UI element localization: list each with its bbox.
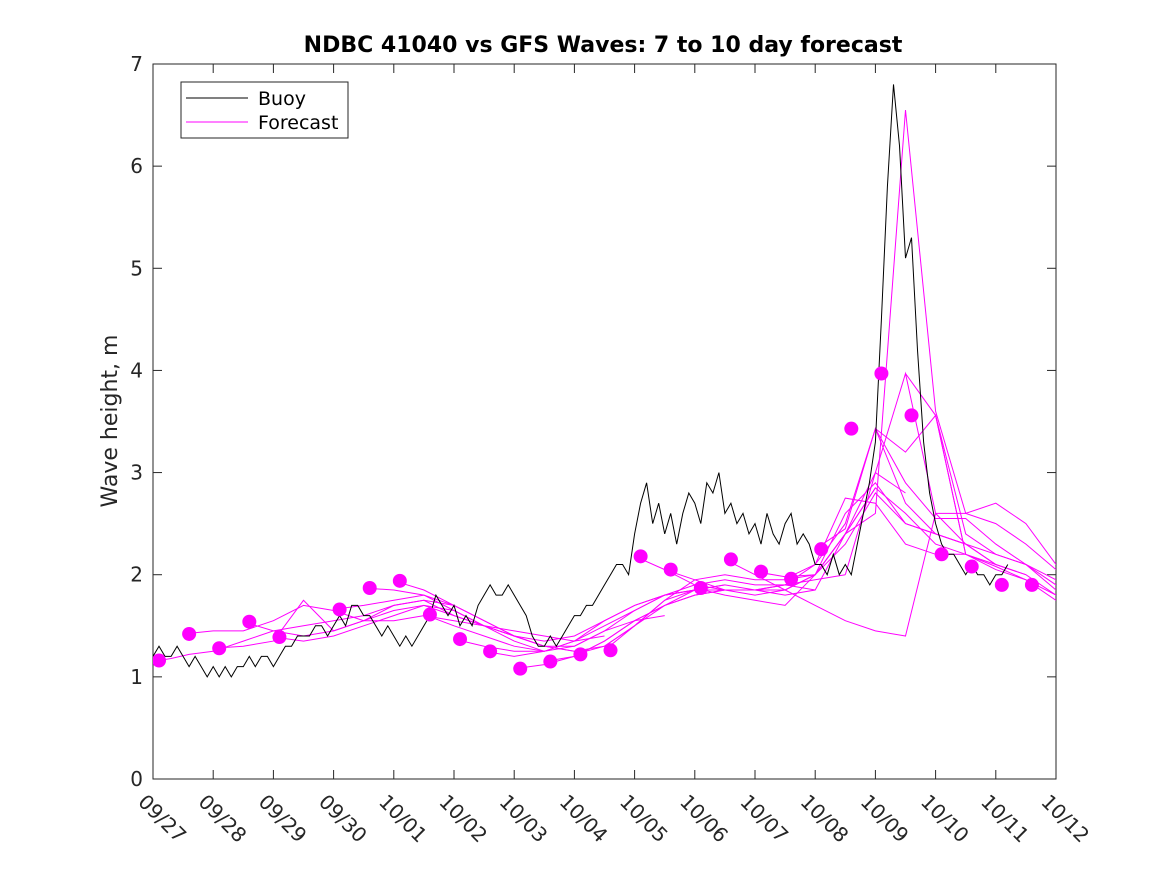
forecast-marker — [543, 654, 558, 669]
chart-title: NDBC 41040 vs GFS Waves: 7 to 10 day for… — [304, 33, 903, 58]
legend-buoy-label: Buoy — [258, 88, 306, 110]
forecast-marker — [272, 630, 287, 645]
forecast-marker — [723, 552, 738, 567]
forecast-marker — [212, 641, 227, 656]
forecast-marker — [362, 580, 377, 595]
forecast-marker — [392, 573, 407, 588]
y-tick-label: 5 — [130, 256, 143, 280]
forecast-marker — [513, 661, 528, 676]
y-tick-label: 7 — [130, 52, 143, 76]
series-group — [153, 84, 1056, 678]
forecast-marker — [874, 366, 889, 381]
forecast-marker — [844, 421, 859, 436]
y-tick-label: 1 — [130, 665, 143, 689]
forecast-marker — [153, 653, 167, 668]
forecast-marker — [994, 577, 1009, 592]
y-tick-label: 2 — [130, 563, 143, 587]
forecast-run-line — [574, 471, 906, 655]
forecast-run-line — [664, 487, 996, 596]
forecast-run-line — [634, 497, 966, 591]
forecast-marker — [603, 643, 618, 658]
legend-box — [180, 81, 349, 139]
forecast-marker — [663, 562, 678, 577]
forecast-marker — [182, 626, 197, 641]
forecast-marker — [814, 542, 829, 557]
y-axis-label: Wave height, m — [98, 335, 123, 508]
forecast-marker — [693, 580, 708, 595]
forecast-marker — [934, 547, 949, 562]
forecast-run-line — [724, 512, 1056, 637]
forecast-marker — [1024, 577, 1039, 592]
forecast-marker — [242, 614, 257, 629]
forecast-run-line — [453, 589, 786, 652]
forecast-run-line — [604, 482, 936, 651]
forecast-marker — [573, 647, 588, 662]
forecast-marker — [422, 607, 437, 622]
forecast-marker — [754, 564, 769, 579]
y-tick-label: 3 — [130, 461, 143, 485]
y-tick-label: 4 — [130, 358, 143, 382]
axes-box — [152, 63, 1057, 780]
forecast-marker — [332, 602, 347, 617]
forecast-marker — [453, 632, 468, 647]
buoy-series-line — [153, 84, 1009, 678]
y-tick-label: 0 — [130, 767, 143, 791]
forecast-marker — [964, 559, 979, 574]
legend: Buoy Forecast — [180, 81, 349, 139]
forecast-run-line — [213, 599, 545, 652]
forecast-run-line — [754, 109, 1056, 578]
y-tick-label: 6 — [130, 154, 143, 178]
forecast-run-line — [905, 373, 1056, 586]
forecast-marker — [904, 408, 919, 423]
legend-forecast-label: Forecast — [258, 112, 338, 134]
forecast-run-line — [484, 579, 816, 657]
forecast-marker — [483, 644, 498, 659]
forecast-marker — [633, 549, 648, 564]
forecast-run-line — [844, 371, 1056, 596]
forecast-marker — [784, 571, 799, 586]
forecast-run-line — [784, 427, 1056, 581]
